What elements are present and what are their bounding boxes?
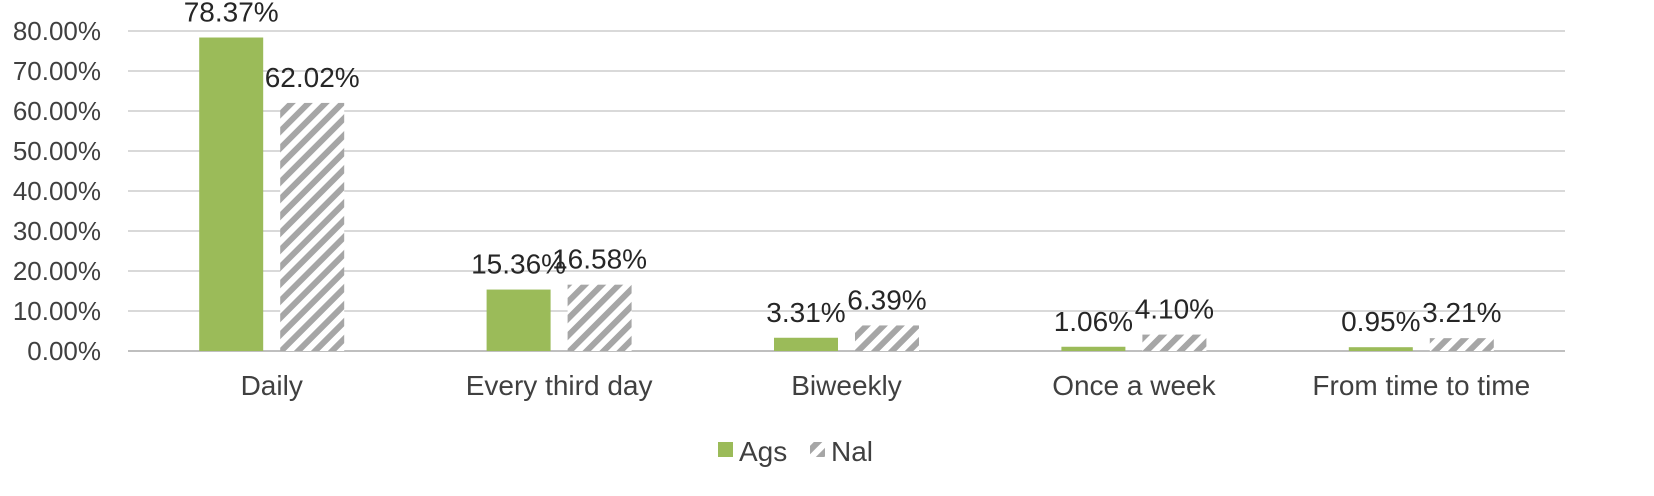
data-label: 3.21%: [1422, 297, 1501, 328]
data-label: 0.95%: [1341, 306, 1420, 337]
bar-nal: [855, 325, 919, 351]
y-tick-label: 10.00%: [13, 296, 101, 326]
legend-swatch-nal: [810, 442, 825, 457]
bar-ags: [774, 337, 838, 351]
bars: [199, 37, 1494, 352]
x-tick-label: Every third day: [466, 370, 653, 401]
data-label: 4.10%: [1135, 294, 1214, 325]
y-tick-label: 20.00%: [13, 256, 101, 286]
bar-ags: [486, 289, 551, 351]
y-tick-label: 30.00%: [13, 216, 101, 246]
y-tick-label: 80.00%: [13, 16, 101, 46]
gridlines: [128, 30, 1565, 352]
data-label: 1.06%: [1054, 306, 1133, 337]
data-label: 3.31%: [766, 297, 845, 328]
legend-label-nal: Nal: [831, 436, 873, 467]
data-label: 6.39%: [847, 284, 926, 315]
y-tick-label: 50.00%: [13, 136, 101, 166]
x-tick-label: From time to time: [1312, 370, 1530, 401]
legend-label-ags: Ags: [739, 436, 787, 467]
legend: Ags Nal: [718, 436, 873, 467]
data-label: 62.02%: [265, 62, 360, 93]
bar-nal: [567, 284, 632, 351]
y-tick-label: 70.00%: [13, 56, 101, 86]
data-labels: 78.37% 62.02% 15.36%16.58% 3.31% 6.39% 1.06% 4…: [184, 0, 1502, 337]
legend-swatch-ags: [718, 442, 733, 457]
bar-nal: [1142, 334, 1207, 351]
x-axis: Daily Every third day Biweekly Once a week F…: [241, 370, 1531, 401]
bar-nal: [1429, 338, 1494, 351]
data-label: 78.37%: [184, 0, 279, 28]
x-tick-label: Once a week: [1052, 370, 1216, 401]
bar-ags: [1348, 347, 1413, 351]
y-tick-label: 40.00%: [13, 176, 101, 206]
y-tick-label: 60.00%: [13, 96, 101, 126]
bar-ags: [199, 37, 264, 352]
bar-nal: [280, 102, 345, 351]
bar-ags: [1061, 346, 1126, 351]
y-axis: 0.00% 10.00% 20.00% 30.00% 40.00% 50.00% 60.00…: [13, 16, 101, 366]
x-tick-label: Daily: [241, 370, 303, 401]
x-tick-label: Biweekly: [791, 370, 901, 401]
y-tick-label: 0.00%: [27, 336, 101, 366]
data-label: 16.58%: [552, 244, 647, 275]
data-label: 15.36%: [471, 249, 566, 280]
